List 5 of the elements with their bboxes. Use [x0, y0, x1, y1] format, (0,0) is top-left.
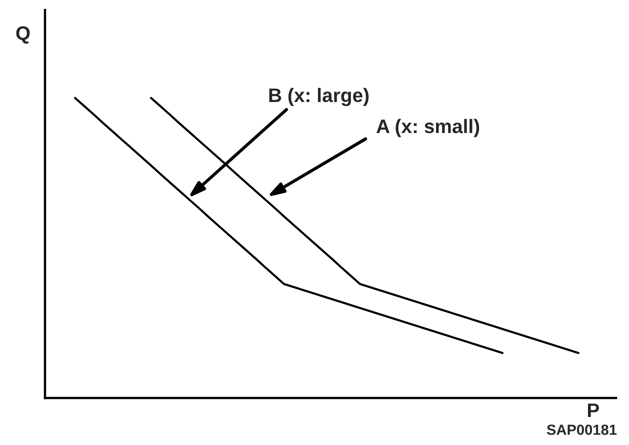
annotation: B (x: large) [269, 88, 369, 106]
text: SAP00181 [546, 424, 617, 435]
y-axis-title: Q [16, 26, 30, 44]
x-axis-title: P [588, 404, 599, 417]
annotation: A (x: small) [376, 118, 480, 138]
